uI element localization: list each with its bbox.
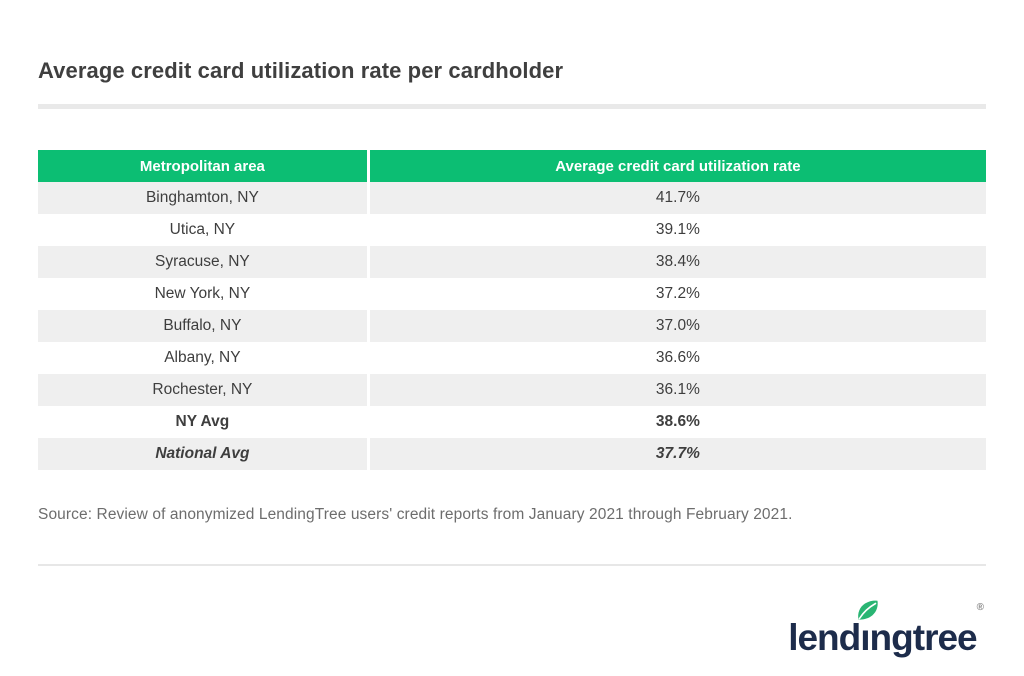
registered-mark: ®: [976, 602, 984, 613]
footer-divider: [38, 564, 986, 566]
area-cell: NY Avg: [38, 406, 370, 438]
table-row: Albany, NY 36.6%: [38, 342, 986, 374]
rate-cell: 36.1%: [369, 374, 986, 406]
utilization-table: Metropolitan area Average credit card ut…: [38, 150, 986, 470]
area-cell: Utica, NY: [38, 214, 370, 246]
logo-text-pre: lend: [788, 617, 861, 658]
rate-cell: 37.0%: [369, 310, 986, 342]
logo-letter-i: ı: [858, 600, 878, 656]
column-header-utilization-rate: Average credit card utilization rate: [369, 150, 986, 182]
table-row: Rochester, NY 36.1%: [38, 374, 986, 406]
table-row: New York, NY 37.2%: [38, 278, 986, 310]
rate-cell: 37.2%: [369, 278, 986, 310]
rate-cell: 41.7%: [369, 182, 986, 214]
logo-text-post: ngtree: [869, 617, 978, 658]
leaf-icon: [858, 600, 878, 620]
area-cell: Buffalo, NY: [38, 310, 370, 342]
rate-cell: 39.1%: [369, 214, 986, 246]
table-row: Syracuse, NY 38.4%: [38, 246, 986, 278]
table-row-national-avg: National Avg 37.7%: [38, 438, 986, 470]
column-header-metro-area: Metropolitan area: [38, 150, 370, 182]
footer-logo-area: lendı ngtree ®: [38, 590, 986, 662]
page-title: Average credit card utilization rate per…: [38, 58, 564, 83]
rate-cell: 38.6%: [369, 406, 986, 438]
area-cell: National Avg: [38, 438, 370, 470]
table-row: Binghamton, NY 41.7%: [38, 182, 986, 214]
area-cell: Binghamton, NY: [38, 182, 370, 214]
rate-cell: 37.7%: [369, 438, 986, 470]
rate-cell: 36.6%: [369, 342, 986, 374]
source-note: Source: Review of anonymized LendingTree…: [38, 506, 793, 523]
area-cell: Syracuse, NY: [38, 246, 370, 278]
lendingtree-logo: lendı ngtree ®: [788, 600, 984, 662]
area-cell: New York, NY: [38, 278, 370, 310]
table-header-row: Metropolitan area Average credit card ut…: [38, 150, 986, 182]
table-row-ny-avg: NY Avg 38.6%: [38, 406, 986, 438]
title-divider: [38, 104, 986, 109]
area-cell: Rochester, NY: [38, 374, 370, 406]
table-row: Utica, NY 39.1%: [38, 214, 986, 246]
rate-cell: 38.4%: [369, 246, 986, 278]
table-row: Buffalo, NY 37.0%: [38, 310, 986, 342]
area-cell: Albany, NY: [38, 342, 370, 374]
